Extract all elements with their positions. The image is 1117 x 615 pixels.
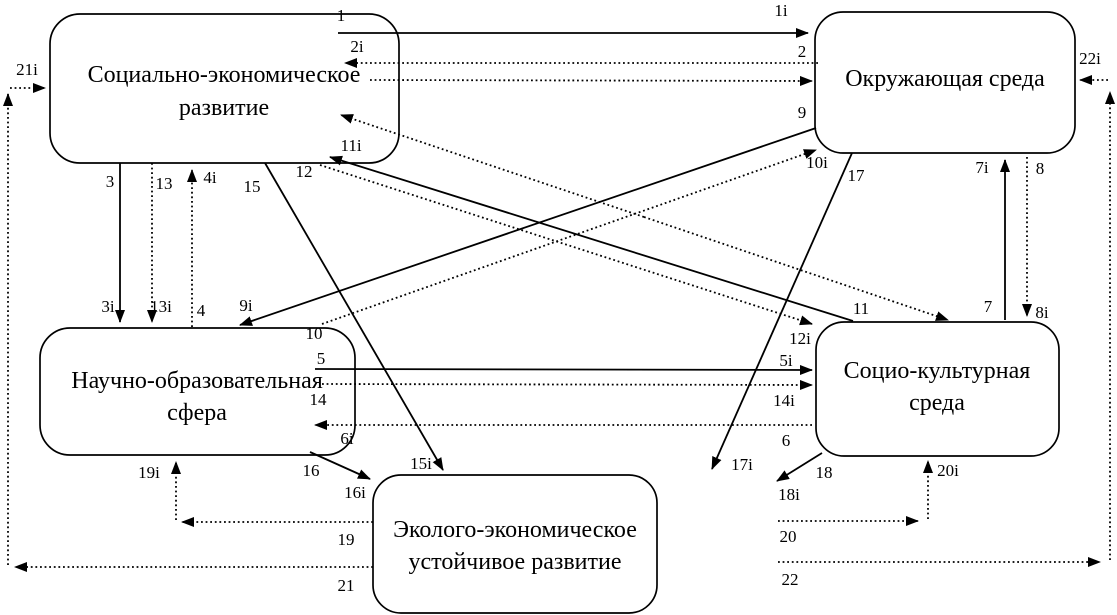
edge-label-8i: 8i: [1035, 303, 1049, 322]
edge-label-20i: 20i: [937, 461, 959, 480]
edge-12: [319, 164, 813, 326]
edge-label-9i: 9i: [239, 296, 253, 315]
edge-label-19: 19: [338, 530, 355, 549]
edge-label-15: 15: [244, 177, 261, 196]
edge-label-14i: 14i: [773, 391, 795, 410]
edge-label-17: 17: [848, 166, 866, 185]
edge-label-3i: 3i: [101, 297, 115, 316]
edge-label-7: 7: [984, 297, 993, 316]
edge-label-6i: 6i: [340, 429, 354, 448]
node-social-economic-development: [49, 13, 400, 164]
node-science-education-sphere: [39, 327, 356, 456]
edge-label-4i: 4i: [203, 168, 217, 187]
edge-18: [776, 452, 823, 482]
edge-2: [369, 75, 813, 86]
edge-10: [321, 149, 817, 325]
edge-label-11: 11: [853, 299, 869, 318]
edge-label-12i: 12i: [789, 329, 811, 348]
node-label-eco-economic-sustainable-development-line1: Эколого-экономическое: [393, 517, 637, 543]
edge-14: [321, 379, 813, 390]
node-label-science-education-sphere-line1: Научно-образовательная: [71, 368, 323, 394]
node-text-layer: Социально-экономическое развитие Окружающа…: [71, 62, 1045, 575]
node-label-socio-cultural-environment-line2: среда: [909, 390, 965, 416]
node-socio-cultural-environment: [815, 321, 1060, 457]
edge-label-22: 22: [782, 570, 799, 589]
edge-label-16: 16: [303, 461, 320, 480]
edge-9: [239, 127, 817, 326]
edge-15: [264, 162, 444, 471]
node-label-social-economic-development-line2: развитие: [179, 95, 269, 121]
edge-label-6: 6: [782, 431, 791, 450]
edge-label-13i: 13i: [150, 297, 172, 316]
edge-label-1i: 1i: [774, 1, 788, 20]
edge-label-13: 13: [156, 174, 173, 193]
edges-layer: [2, 28, 1115, 572]
edge-label-7i: 7i: [975, 158, 989, 177]
edge-label-14: 14: [310, 390, 328, 409]
node-eco-economic-sustainable-development: [372, 474, 658, 614]
edge-label-12: 12: [296, 162, 313, 181]
edge-label-10: 10: [306, 324, 323, 343]
edge-label-18: 18: [816, 463, 833, 482]
edge-label-2i: 2i: [350, 37, 364, 56]
edge-label-22i: 22i: [1079, 49, 1101, 68]
edge-label-20: 20: [780, 527, 797, 546]
edge-label-1: 1: [337, 6, 346, 25]
edge-5: [314, 364, 813, 375]
edge-16: [309, 451, 371, 480]
edge-label-3: 3: [106, 172, 115, 191]
edge-11: [329, 155, 854, 322]
node-label-socio-cultural-environment-line1: Социо-культурная: [844, 358, 1031, 384]
node-label-social-economic-development-line1: Социально-экономическое: [88, 62, 361, 88]
edge-label-16i: 16i: [344, 483, 366, 502]
edge-cross-b: [643, 216, 949, 321]
node-environment: [814, 11, 1076, 154]
node-label-environment-line1: Окружающая среда: [845, 66, 1045, 92]
edge-label-15i: 15i: [410, 454, 432, 473]
edge-label-17i: 17i: [731, 455, 753, 474]
edge-label-21i: 21i: [16, 60, 38, 79]
node-label-science-education-sphere-line2: сфера: [167, 400, 227, 426]
edge-label-18i: 18i: [778, 485, 800, 504]
edge-17: [711, 152, 853, 470]
edge-label-21: 21: [338, 576, 355, 595]
edge-label-8: 8: [1036, 159, 1045, 178]
edge-label-11i: 11i: [340, 136, 361, 155]
edge-label-5i: 5i: [779, 351, 793, 370]
nodes-layer: [39, 11, 1076, 614]
edge-label-10i: 10i: [806, 153, 828, 172]
edge-label-5: 5: [317, 349, 326, 368]
edge-label-2: 2: [798, 42, 807, 61]
edge-label-9: 9: [798, 103, 807, 122]
edge-label-19i: 19i: [138, 463, 160, 482]
node-label-eco-economic-sustainable-development-line2: устойчивое развитие: [409, 549, 622, 575]
edge-label-4: 4: [197, 301, 206, 320]
